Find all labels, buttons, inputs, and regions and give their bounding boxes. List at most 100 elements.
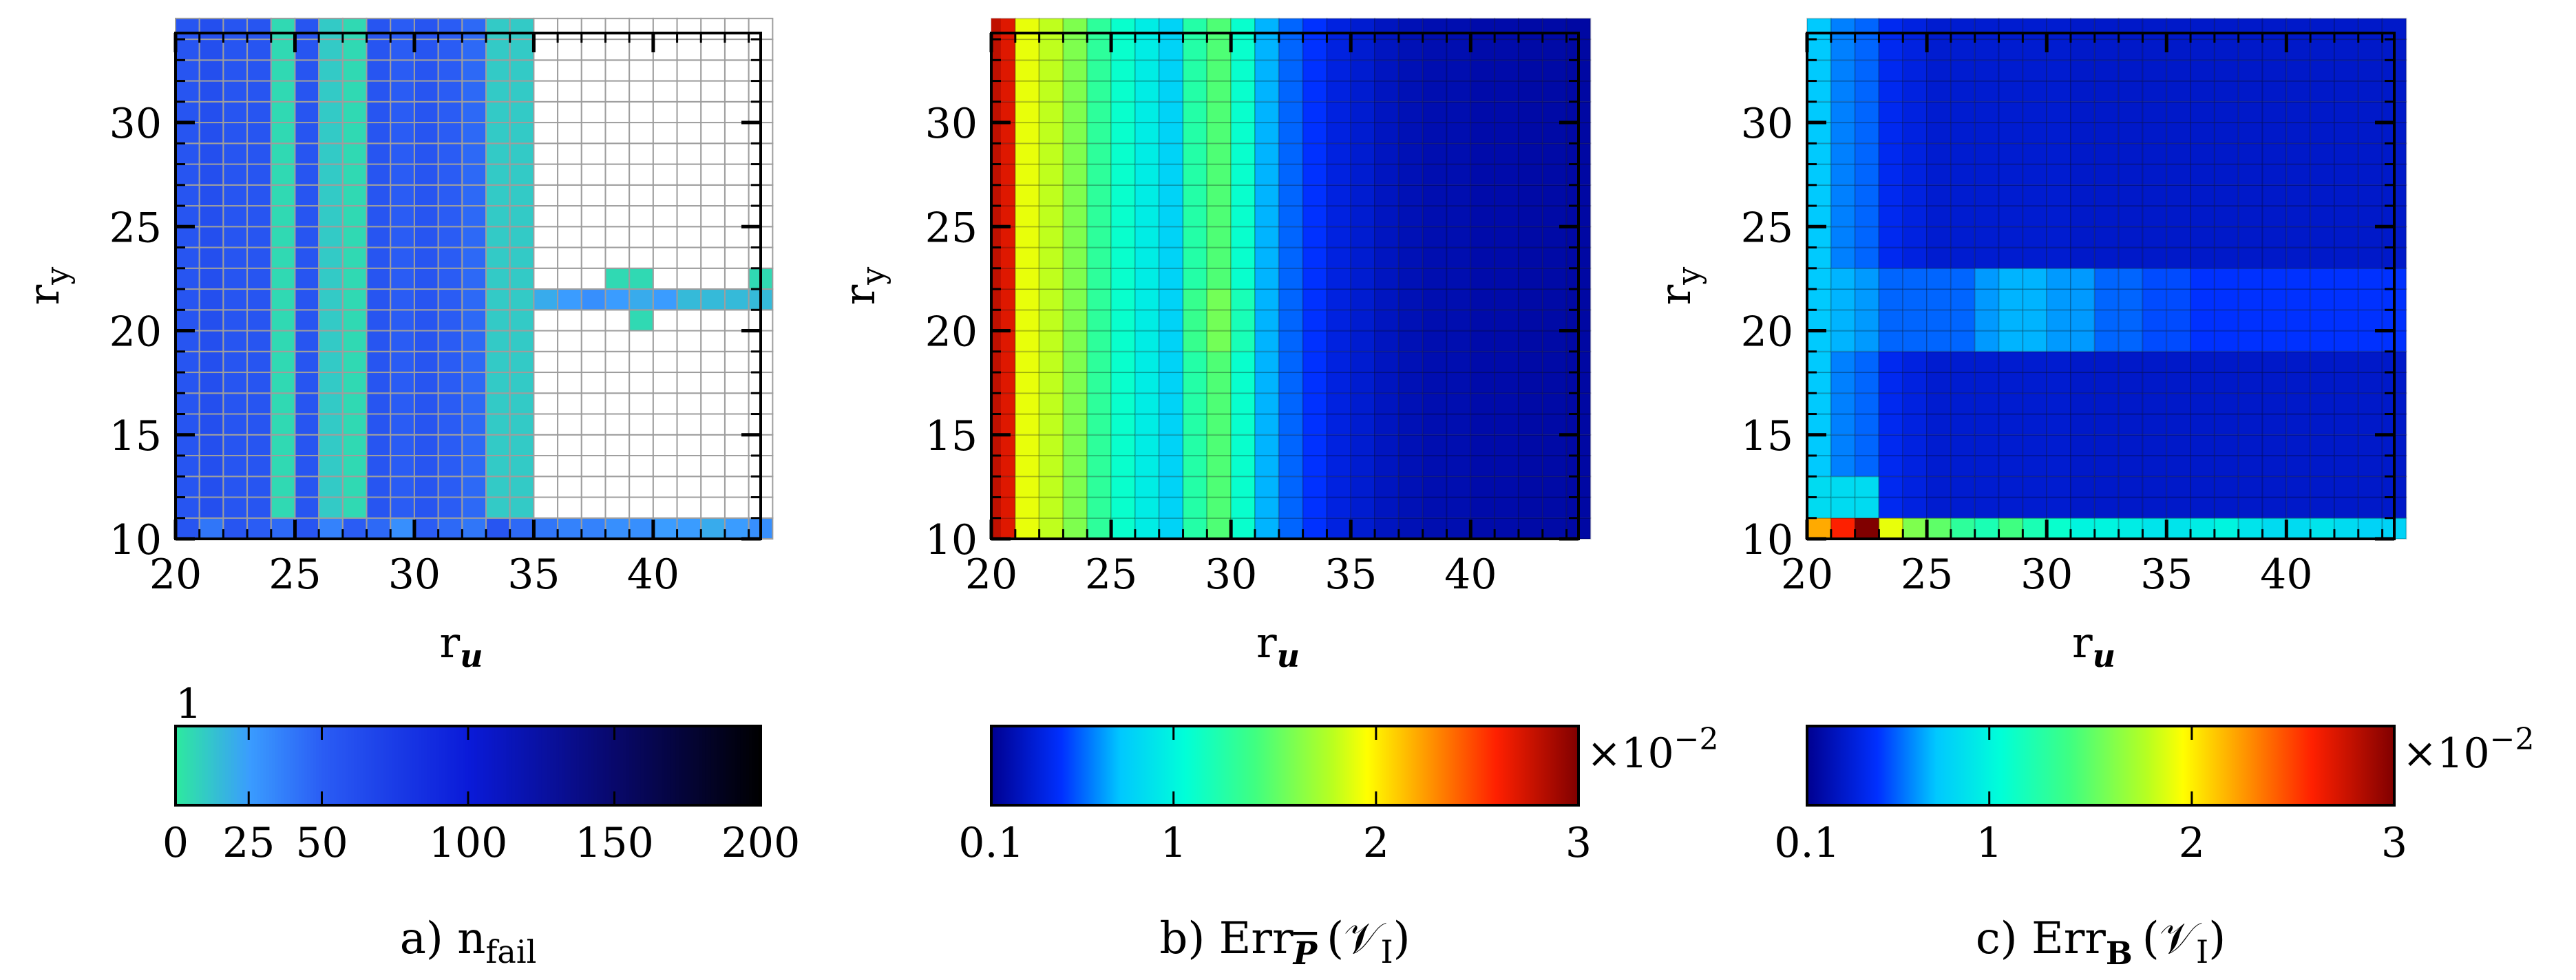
heatmap-cell: [461, 350, 487, 374]
x-axis-label: ru: [2072, 617, 2115, 674]
heatmap-cell: [1158, 142, 1184, 165]
heatmap-cell: [1038, 100, 1064, 124]
heatmap-cell: [1182, 59, 1208, 82]
heatmap-cell: [175, 17, 200, 41]
heatmap-cell: [652, 100, 678, 124]
heatmap-cell: [437, 100, 463, 124]
heatmap-cell: [1470, 122, 1496, 145]
heatmap-cell: [2261, 226, 2288, 248]
heatmap-cell: [1854, 184, 1880, 207]
heatmap-cell: [1134, 39, 1160, 61]
colorbar-segment: [354, 726, 358, 805]
heatmap-cell: [2261, 496, 2288, 519]
heatmap-cell: [2142, 122, 2168, 145]
heatmap-cell: [437, 350, 463, 374]
heatmap-cell: [461, 496, 487, 519]
heatmap-cell: [198, 246, 224, 269]
heatmap-cell: [2285, 476, 2312, 498]
heatmap-cell: [270, 392, 296, 415]
heatmap-cell: [700, 309, 726, 332]
heatmap-cell: [390, 39, 415, 61]
heatmap-cell: [246, 122, 272, 145]
heatmap-cell: [533, 330, 559, 352]
heatmap-cell: [2261, 205, 2288, 228]
heatmap-cell: [413, 372, 439, 394]
heatmap-cell: [1110, 246, 1136, 269]
heatmap-cell: [1182, 517, 1208, 540]
x-tick-label: 40: [627, 551, 679, 599]
heatmap-cell: [318, 267, 344, 290]
heatmap-cell: [222, 392, 249, 415]
heatmap-cell: [2118, 122, 2144, 145]
y-axis-label-sub: y: [39, 267, 76, 286]
heatmap-cell: [1422, 142, 1448, 165]
colorbar-b: 0.1 1 2 3×10−2: [958, 722, 1718, 867]
heatmap-cell: [294, 205, 320, 228]
heatmap-cell: [246, 267, 272, 290]
heatmap-cell: [175, 267, 200, 290]
heatmap-cell: [461, 246, 487, 269]
heatmap-cell: [1326, 434, 1352, 457]
heatmap-cell: [2333, 372, 2359, 394]
heatmap-cell: [1517, 80, 1543, 103]
heatmap-cell: [1326, 59, 1352, 82]
plot-frame: [1806, 32, 2396, 540]
heatmap-cell: [1014, 434, 1040, 457]
heatmap-cell: [629, 205, 654, 228]
heatmap-cell: [1230, 184, 1256, 207]
heatmap-cell: [485, 309, 511, 332]
heatmap-cell: [509, 80, 535, 103]
heatmap-cell: [1878, 455, 1904, 478]
heatmap-cell: [2190, 184, 2215, 207]
colorbar-segment: [433, 726, 436, 805]
heatmap-cell: [1878, 80, 1904, 103]
heatmap-cell: [1350, 226, 1376, 248]
colorbar-segment: [576, 726, 580, 805]
heatmap-cell: [366, 122, 392, 145]
heatmap-cell: [1182, 39, 1208, 61]
heatmap-cell: [1182, 413, 1208, 436]
heatmap-cell: [2022, 434, 2048, 457]
heatmap-cell: [1110, 517, 1136, 540]
heatmap-cell: [1038, 413, 1064, 436]
heatmap-cell: [222, 142, 249, 165]
colorbar-tick-label: 0.1: [958, 819, 1024, 867]
heatmap-cell: [1278, 80, 1304, 103]
colorbar-segment: [263, 726, 267, 805]
heatmap-cell: [318, 392, 344, 415]
heatmap-cell: [318, 413, 344, 436]
heatmap-cell: [2357, 80, 2383, 103]
heatmap-cell: [557, 517, 582, 540]
heatmap-cell: [580, 184, 606, 207]
heatmap-cell: [580, 476, 606, 498]
heatmap-cell: [2261, 100, 2288, 124]
heatmap-cell: [1158, 350, 1184, 374]
heatmap-cell: [1974, 17, 2000, 41]
heatmap-cell: [1086, 434, 1112, 457]
heatmap-cell: [2310, 17, 2335, 41]
heatmap-cell: [724, 288, 750, 311]
heatmap-cell: [461, 17, 487, 41]
y-tick-label: 15: [109, 412, 162, 460]
panel-caption-sub: P: [1292, 935, 1318, 972]
heatmap-cell: [1878, 476, 1904, 498]
heatmap-cell: [1254, 142, 1280, 165]
heatmap-cell: [2333, 309, 2359, 332]
heatmap-cell: [1397, 163, 1424, 186]
heatmap-cell: [1998, 80, 2024, 103]
colorbar-segment: [749, 726, 752, 805]
heatmap-cell: [2310, 517, 2335, 540]
heatmap-cell: [1494, 288, 1519, 311]
heatmap-cell: [2093, 17, 2120, 41]
heatmap-cell: [629, 246, 654, 269]
heatmap-cell: [1878, 39, 1904, 61]
heatmap-cell: [1470, 80, 1496, 103]
heatmap-cell: [2046, 226, 2071, 248]
heatmap-cell: [533, 392, 559, 415]
heatmap-cell: [2118, 39, 2144, 61]
heatmap-cell: [2142, 100, 2168, 124]
heatmap-cell: [1806, 39, 1832, 61]
heatmap-cell: [2069, 350, 2095, 374]
heatmap-cell: [1422, 517, 1448, 540]
